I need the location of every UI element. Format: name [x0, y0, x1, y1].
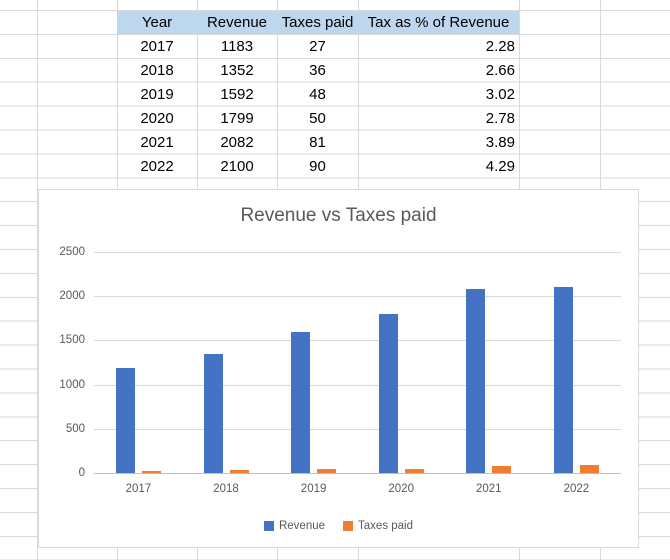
bar-taxes-paid[interactable]	[492, 466, 512, 474]
y-gridline	[94, 251, 621, 253]
table-cell[interactable]: 3.02	[485, 86, 515, 104]
table-cell[interactable]: 36	[309, 62, 326, 80]
table-cell[interactable]: 1183	[220, 38, 254, 56]
legend-label: Taxes paid	[358, 520, 414, 532]
bar-revenue[interactable]	[291, 332, 311, 474]
table-header-cell-taxes-paid[interactable]: Taxes paid	[277, 11, 358, 34]
bar-revenue[interactable]	[378, 313, 398, 474]
table-cell[interactable]: 2.66	[485, 62, 515, 80]
legend-swatch-revenue	[263, 521, 274, 531]
table-cell[interactable]: 1592	[220, 86, 254, 104]
x-tick-label: 2022	[563, 483, 590, 495]
table-cell[interactable]: 2018	[140, 62, 174, 80]
x-axis-line	[94, 473, 621, 475]
table-cell[interactable]: 1799	[220, 110, 254, 127]
chart[interactable]: Revenue vs Taxes paid 0 500 1000 1500 2000 25…	[38, 189, 639, 548]
legend-swatch-taxes-paid	[343, 521, 354, 531]
table-cell[interactable]: 3.89	[485, 133, 515, 151]
legend-label: Revenue	[278, 520, 326, 532]
bar-taxes-paid[interactable]	[229, 470, 249, 474]
chart-legend[interactable]: Revenue Taxes paid	[39, 517, 638, 535]
table-header-cell-revenue[interactable]: Revenue	[197, 11, 277, 34]
table-cell[interactable]: 27	[309, 38, 326, 56]
y-gridline	[94, 340, 621, 342]
data-table: Year Revenue Taxes paid Tax as % of Revenue…	[117, 10, 519, 178]
bar-taxes-paid[interactable]	[141, 470, 161, 474]
bar-revenue[interactable]	[203, 353, 223, 474]
table-cell[interactable]: 2.28	[485, 38, 515, 56]
plot-area: 0 500 1000 1500 2000 2500 2017 2018 2019 2020 2021…	[39, 190, 638, 547]
bar-taxes-paid[interactable]	[579, 465, 599, 474]
table-cell[interactable]: 1352	[220, 62, 254, 80]
x-tick-label: 2019	[300, 483, 327, 495]
table-cell[interactable]: 2082	[220, 133, 254, 151]
y-tick-label: 0	[78, 467, 85, 480]
table-cell[interactable]: 81	[309, 133, 326, 151]
table-cell[interactable]: 48	[309, 86, 326, 104]
bar-taxes-paid[interactable]	[317, 469, 337, 474]
y-tick-label: 1500	[59, 334, 85, 347]
bar-revenue[interactable]	[466, 288, 486, 474]
bar-taxes-paid[interactable]	[404, 468, 424, 474]
legend-item-revenue[interactable]: Revenue	[263, 520, 326, 532]
bar-revenue[interactable]	[115, 368, 135, 474]
x-tick-label: 2017	[125, 483, 152, 495]
y-tick-label: 2500	[59, 245, 85, 258]
chart-title[interactable]: Revenue vs Taxes paid	[240, 205, 437, 226]
table-cell[interactable]: 50	[309, 110, 326, 127]
bar-revenue[interactable]	[553, 287, 573, 474]
table-cell[interactable]: 2100	[220, 157, 254, 175]
x-tick-label: 2020	[388, 483, 414, 495]
table-header-cell-year[interactable]: Year	[117, 11, 197, 34]
y-gridline	[94, 296, 621, 298]
table-cell[interactable]: 2020	[140, 110, 174, 127]
table-cell[interactable]: 2021	[140, 133, 174, 151]
table-cell[interactable]: 2019	[140, 86, 174, 104]
table-cell[interactable]: 2022	[140, 157, 174, 175]
x-tick-label: 2021	[476, 483, 502, 495]
y-tick-label: 2000	[59, 290, 85, 303]
table-cell[interactable]: 2.78	[485, 110, 515, 127]
table-cell[interactable]: 90	[309, 157, 326, 175]
y-tick-label: 1000	[59, 378, 85, 391]
y-gridline	[94, 429, 621, 430]
y-gridline	[94, 384, 621, 386]
table-cell[interactable]: 4.29	[485, 157, 515, 175]
table-cell[interactable]: 2017	[140, 38, 174, 56]
x-tick-label: 2018	[213, 483, 239, 495]
y-tick-label: 500	[65, 423, 85, 435]
sheet-gridline-vertical	[37, 0, 38, 560]
legend-item-taxes-paid[interactable]: Taxes paid	[343, 520, 413, 532]
table-header-cell-tax-as-of-revenue[interactable]: Tax as % of Revenue	[358, 11, 519, 34]
